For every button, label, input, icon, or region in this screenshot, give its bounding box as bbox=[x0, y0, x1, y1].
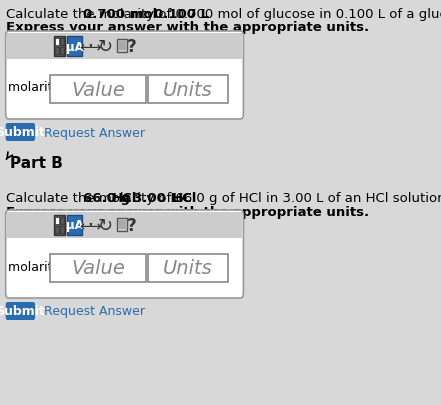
FancyBboxPatch shape bbox=[6, 302, 35, 320]
Text: HCl: HCl bbox=[112, 192, 138, 205]
Text: Submit: Submit bbox=[0, 126, 45, 139]
Bar bbox=[118, 42, 126, 51]
Text: Value: Value bbox=[71, 259, 125, 278]
Bar bbox=[67, 215, 82, 235]
Text: ↻: ↻ bbox=[97, 38, 112, 56]
FancyBboxPatch shape bbox=[6, 211, 243, 298]
Text: Request Answer: Request Answer bbox=[44, 126, 145, 139]
Text: Calculate the molarity of 66.0 g of HCl in 3.00 L of an HCl solution.: Calculate the molarity of 66.0 g of HCl … bbox=[6, 192, 441, 205]
Text: ↩: ↩ bbox=[79, 218, 92, 233]
Text: μA: μA bbox=[66, 40, 84, 53]
Text: 0.100 L: 0.100 L bbox=[153, 8, 209, 21]
Text: ↪: ↪ bbox=[88, 218, 101, 233]
Text: ?: ? bbox=[127, 38, 137, 56]
Bar bbox=[117, 218, 127, 231]
Text: Calculate the molarity of 0.700 mol of glucose in 0.100 L of a glucose solution.: Calculate the molarity of 0.700 mol of g… bbox=[6, 8, 441, 21]
Text: Units: Units bbox=[163, 259, 213, 278]
Text: molarity =: molarity = bbox=[8, 260, 75, 273]
Bar bbox=[50, 254, 146, 282]
Text: Part B: Part B bbox=[10, 155, 63, 170]
Bar bbox=[54, 215, 65, 235]
Text: Value: Value bbox=[71, 80, 125, 99]
Bar bbox=[60, 48, 64, 55]
Bar bbox=[117, 40, 127, 53]
FancyBboxPatch shape bbox=[6, 124, 35, 142]
Text: Units: Units bbox=[163, 80, 213, 99]
Text: ↪: ↪ bbox=[88, 39, 101, 54]
Bar bbox=[7, 34, 242, 60]
Bar bbox=[60, 226, 64, 233]
Text: ↩: ↩ bbox=[79, 39, 92, 54]
Text: Submit: Submit bbox=[0, 305, 45, 318]
Text: μA: μA bbox=[66, 219, 84, 232]
Bar bbox=[118, 220, 126, 230]
Bar bbox=[7, 213, 242, 239]
Bar bbox=[55, 39, 59, 46]
Bar bbox=[148, 76, 228, 104]
Text: ?: ? bbox=[127, 216, 137, 234]
Bar bbox=[60, 217, 64, 224]
Text: Request Answer: Request Answer bbox=[44, 305, 145, 318]
Bar bbox=[50, 76, 146, 104]
Text: ↻: ↻ bbox=[97, 216, 112, 234]
Bar bbox=[55, 48, 59, 55]
FancyBboxPatch shape bbox=[6, 32, 243, 120]
Text: molarity =: molarity = bbox=[8, 81, 75, 94]
Bar bbox=[60, 39, 64, 46]
Bar bbox=[55, 226, 59, 233]
Text: Express your answer with the appropriate units.: Express your answer with the appropriate… bbox=[6, 21, 369, 34]
Text: HCl: HCl bbox=[171, 192, 197, 205]
Bar bbox=[148, 254, 228, 282]
Bar bbox=[54, 37, 65, 57]
Text: Express your answer with the appropriate units.: Express your answer with the appropriate… bbox=[6, 205, 369, 218]
Text: 0.700 mol: 0.700 mol bbox=[82, 8, 157, 21]
Bar bbox=[55, 217, 59, 224]
Bar bbox=[67, 37, 82, 57]
Text: 3.00 L: 3.00 L bbox=[133, 192, 179, 205]
Text: 66.0 g: 66.0 g bbox=[82, 192, 130, 205]
